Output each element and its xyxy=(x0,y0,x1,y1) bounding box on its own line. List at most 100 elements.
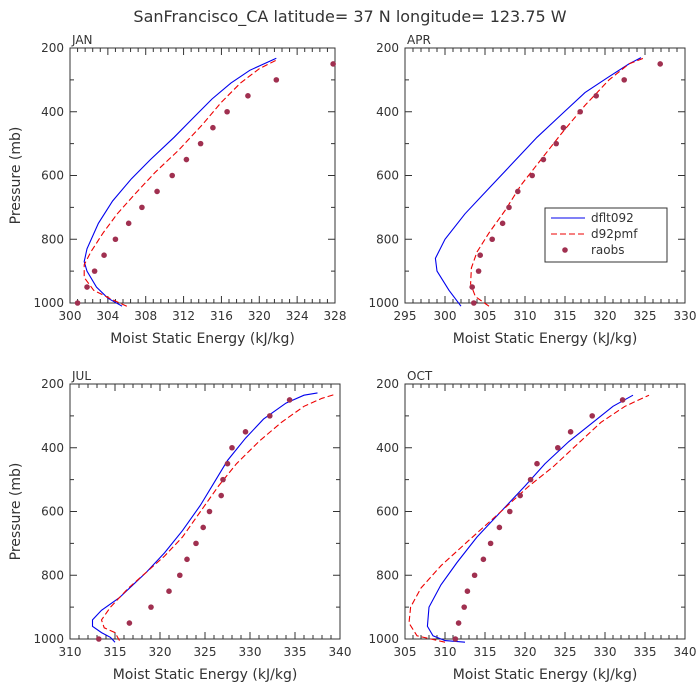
y-tick-label: 400 xyxy=(41,105,64,119)
raobs-point xyxy=(577,108,583,115)
series-line-d92pmf xyxy=(408,394,650,643)
raobs-point xyxy=(242,429,249,435)
raobs-point xyxy=(560,124,567,131)
raobs-point xyxy=(177,572,183,579)
y-tick-label: 200 xyxy=(376,377,399,391)
raobs-point xyxy=(529,172,535,179)
raobs-point xyxy=(220,476,226,483)
raobs-point xyxy=(206,508,213,515)
x-tick-label: 310 xyxy=(514,309,537,323)
y-tick-label: 200 xyxy=(41,41,64,55)
raobs-point xyxy=(286,397,293,403)
y-tick-label: 400 xyxy=(376,105,399,119)
x-axis-title: Moist Static Energy (kJ/kg) xyxy=(110,331,295,347)
raobs-point xyxy=(527,476,534,483)
legend-label-raobs: raobs xyxy=(591,243,625,257)
series-line-dflt092 xyxy=(91,392,318,643)
x-tick-label: 315 xyxy=(104,645,127,659)
raobs-point xyxy=(455,620,462,626)
raobs-point xyxy=(218,492,224,499)
x-tick-label: 340 xyxy=(674,645,697,659)
y-axis-title: Pressure (mb) xyxy=(8,463,24,561)
raobs-point xyxy=(126,620,133,626)
raobs-point xyxy=(471,300,477,306)
raobs-point xyxy=(330,61,336,67)
x-tick-label: 335 xyxy=(284,645,307,659)
raobs-point xyxy=(506,204,512,211)
y-tick-label: 800 xyxy=(41,232,64,246)
y-tick-label: 1000 xyxy=(368,632,399,646)
raobs-point xyxy=(169,172,176,179)
x-tick-label: 304 xyxy=(96,309,119,323)
raobs-point xyxy=(96,636,102,642)
y-tick-label: 400 xyxy=(376,441,399,455)
raobs-point xyxy=(619,397,626,403)
y-tick-label: 600 xyxy=(41,505,64,519)
raobs-point xyxy=(475,268,482,274)
raobs-point xyxy=(469,284,476,290)
x-tick-label: 340 xyxy=(329,645,352,659)
panel-label: JUL xyxy=(71,369,91,383)
series-line-dflt092 xyxy=(434,57,642,307)
x-tick-label: 316 xyxy=(210,309,233,323)
raobs-point xyxy=(112,236,119,243)
raobs-point xyxy=(464,588,471,594)
raobs-point xyxy=(193,540,199,547)
x-axis-title: Moist Static Energy (kJ/kg) xyxy=(113,667,298,683)
raobs-point xyxy=(480,556,487,563)
chart-panel-oct: OCT 305 310 315 320 325 330 335 340 200 400 600 800 1… xyxy=(368,369,696,683)
x-axis-title: Moist Static Energy (kJ/kg) xyxy=(453,667,638,683)
panels: JAN 300 304 308 312 316 320 324 328 200 400 600 800 1… xyxy=(8,33,696,683)
raobs-point xyxy=(224,460,231,467)
raobs-point xyxy=(489,236,496,243)
raobs-point xyxy=(487,540,494,547)
legend-label-d92pmf: d92pmf xyxy=(591,227,638,241)
y-tick-label: 200 xyxy=(41,377,64,391)
chart-panel-apr: APR 295 300 305 310 315 320 325 330 200 400 600 800 1… xyxy=(368,33,696,347)
legend: dflt092 d92pmf raobs xyxy=(544,207,668,263)
raobs-point xyxy=(184,556,190,563)
raobs-point xyxy=(496,524,503,531)
x-tick-label: 320 xyxy=(514,645,537,659)
x-tick-label: 330 xyxy=(674,309,697,323)
raobs-point xyxy=(125,220,132,227)
x-tick-label: 300 xyxy=(59,309,82,323)
x-tick-label: 315 xyxy=(474,645,497,659)
legend-box xyxy=(544,207,668,263)
x-tick-label: 328 xyxy=(324,309,347,323)
x-tick-label: 325 xyxy=(194,645,217,659)
x-tick-label: 305 xyxy=(394,645,417,659)
raobs-point xyxy=(154,188,160,195)
raobs-point xyxy=(517,492,523,499)
raobs-point xyxy=(515,188,521,195)
chart-panel-jul: JUL 310 315 320 325 330 335 340 200 400 600 800 1000… xyxy=(8,369,351,683)
x-tick-label: 325 xyxy=(554,645,577,659)
raobs-point xyxy=(74,300,81,306)
series-line-dflt092 xyxy=(83,57,277,307)
raobs-point xyxy=(621,77,627,83)
series-line-d92pmf xyxy=(470,57,646,307)
y-tick-label: 800 xyxy=(376,568,399,582)
raobs-point xyxy=(267,413,273,419)
raobs-point xyxy=(273,77,280,83)
x-tick-label: 310 xyxy=(59,645,82,659)
x-tick-label: 330 xyxy=(594,645,617,659)
panel-label: JAN xyxy=(71,33,93,47)
raobs-point xyxy=(589,413,595,419)
x-tick-label: 308 xyxy=(134,309,157,323)
raobs-point xyxy=(540,156,547,163)
raobs-point xyxy=(555,444,561,451)
raobs-point xyxy=(567,429,574,435)
raobs-point xyxy=(210,124,216,131)
x-axis-title: Moist Static Energy (kJ/kg) xyxy=(453,331,638,347)
y-tick-label: 600 xyxy=(41,169,64,183)
legend-label-dflt092: dflt092 xyxy=(591,211,634,225)
raobs-point xyxy=(91,268,98,274)
raobs-point xyxy=(101,252,107,258)
raobs-point xyxy=(471,572,478,579)
y-tick-label: 1000 xyxy=(33,632,64,646)
y-tick-label: 600 xyxy=(376,505,399,519)
panel-label: OCT xyxy=(407,369,433,383)
plot-frame xyxy=(404,47,686,304)
